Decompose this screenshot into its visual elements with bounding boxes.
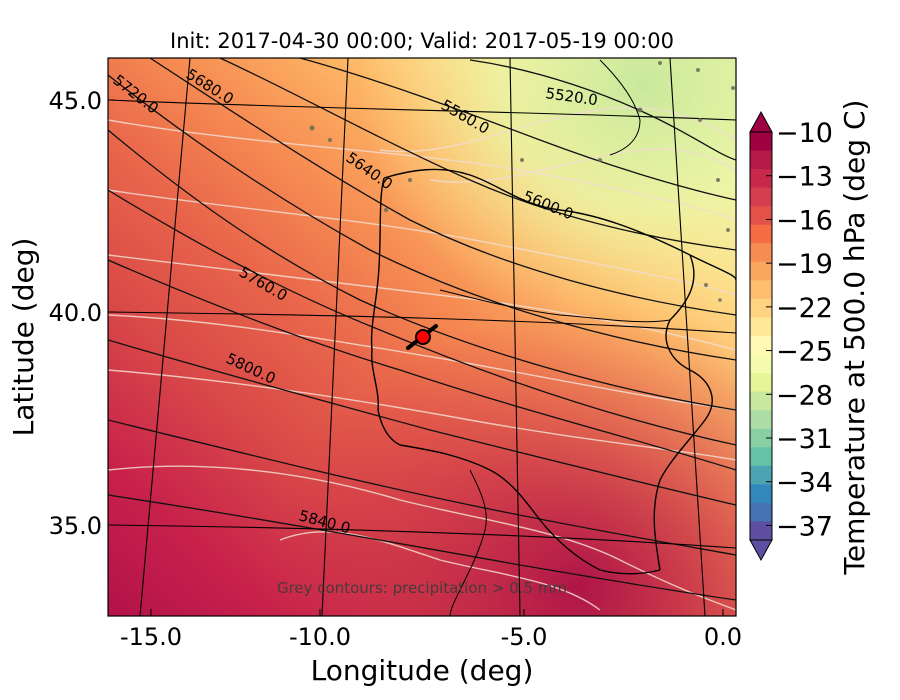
- colorbar-tick-label: −28: [776, 380, 833, 411]
- colorbar-tick-label: −13: [776, 162, 833, 193]
- colorbar-band: [750, 336, 772, 356]
- y-axis-label: Latitude (deg): [7, 238, 40, 437]
- y-tick-label: 40.0: [49, 299, 102, 327]
- colorbar-band: [750, 447, 772, 467]
- y-tick-label: 45.0: [49, 87, 102, 115]
- map-title: Init: 2017-04-30 00:00; Valid: 2017-05-1…: [170, 29, 674, 53]
- colorbar-band: [750, 187, 772, 207]
- x-tick-label: -10.0: [289, 623, 351, 651]
- colorbar-tick-label: −34: [776, 468, 833, 499]
- colorbar-band: [750, 280, 772, 300]
- colorbar-tick-label: −19: [776, 249, 833, 280]
- colorbar-tick-label: −31: [776, 424, 833, 455]
- colorbar-band: [750, 243, 772, 263]
- y-axis: 45.0 40.0 35.0 Latitude (deg): [7, 87, 115, 540]
- plot-area: 5520.0 5560.0 5600.0 5640.0 5680.0 5720.…: [108, 58, 736, 616]
- coastlines: [370, 59, 736, 616]
- x-tick-label: -5.0: [501, 623, 548, 651]
- location-marker: [406, 324, 438, 350]
- colorbar-band: [750, 150, 772, 170]
- colorbar-band: [750, 317, 772, 337]
- colorbar-max-arrow: [749, 110, 773, 133]
- precipitation-note: Grey contours: precipitation > 0.5 mm: [277, 579, 567, 597]
- colorbar-band: [750, 391, 772, 411]
- colorbar-tick-label: −22: [776, 293, 833, 324]
- colorbar-label: Temperature at 500.0 hPa (deg C): [838, 100, 871, 576]
- colorbar-tick-label: −25: [776, 337, 833, 368]
- colorbar-band: [750, 502, 772, 522]
- colorbar-band: [750, 465, 772, 485]
- x-tick-label: 0.0: [704, 623, 742, 651]
- colorbar-band: [750, 132, 772, 152]
- x-tick-label: -15.0: [120, 623, 182, 651]
- colorbar-band: [750, 410, 772, 430]
- colorbar-frame: [749, 131, 773, 541]
- colorbar-tick-label: −10: [776, 118, 833, 149]
- colorbar-tick-label: −37: [776, 511, 833, 542]
- colorbar-band: [750, 354, 772, 374]
- colorbar-band: [750, 298, 772, 318]
- x-axis-label: Longitude (deg): [311, 654, 534, 687]
- colorbar-band: [750, 169, 772, 189]
- colorbar-band: [750, 373, 772, 393]
- plot-frame: [107, 57, 737, 617]
- x-axis: -15.0 -10.0 -5.0 0.0 Longitude (deg): [120, 609, 742, 687]
- colorbar-band: [750, 428, 772, 448]
- colorbar-band: [750, 224, 772, 244]
- colorbar-band: [750, 261, 772, 281]
- y-tick-label: 35.0: [49, 512, 102, 540]
- colorbar-min-arrow: [749, 539, 773, 562]
- geopotential-contours: [108, 58, 736, 601]
- colorbar-band: [750, 484, 772, 504]
- colorbar-tick-label: −16: [776, 205, 833, 236]
- graticule: [108, 58, 736, 616]
- colorbar: −10 −13 −16 −19 −22 −25 −28 −31 −34 −37 Temperatu…: [749, 100, 871, 576]
- precipitation-contours: [309, 61, 735, 302]
- colorbar-band: [750, 521, 772, 541]
- colorbar-band: [750, 206, 772, 226]
